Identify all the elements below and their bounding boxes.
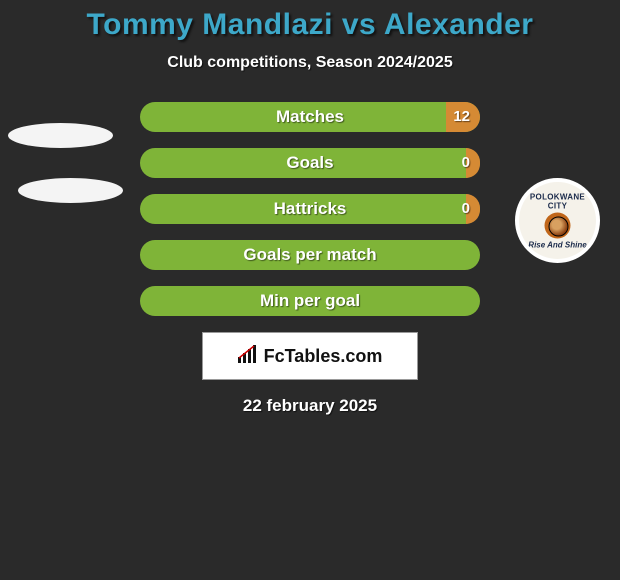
date-text: 22 february 2025 [0,396,620,416]
comparison-row: Goals0 [0,148,620,178]
value-right: 0 [462,194,470,224]
comparison-row: Goals per match [0,240,620,270]
bar-label: Goals [140,148,480,178]
subtitle: Club competitions, Season 2024/2025 [0,54,620,72]
bar-label: Matches [140,102,480,132]
comparison-row: Matches12 [0,102,620,132]
logo-text: FcTables.com [238,345,383,368]
comparison-row: Min per goal [0,286,620,316]
comparison-row: Hattricks0 [0,194,620,224]
value-right: 0 [462,148,470,178]
page-title: Tommy Mandlazi vs Alexander [0,0,620,42]
bars-icon [238,345,260,368]
bar-label: Min per goal [140,286,480,316]
bar-label: Hattricks [140,194,480,224]
bar-label: Goals per match [140,240,480,270]
logo-box: FcTables.com [202,332,418,380]
value-right: 12 [453,102,470,132]
logo-label: FcTables.com [264,346,383,367]
